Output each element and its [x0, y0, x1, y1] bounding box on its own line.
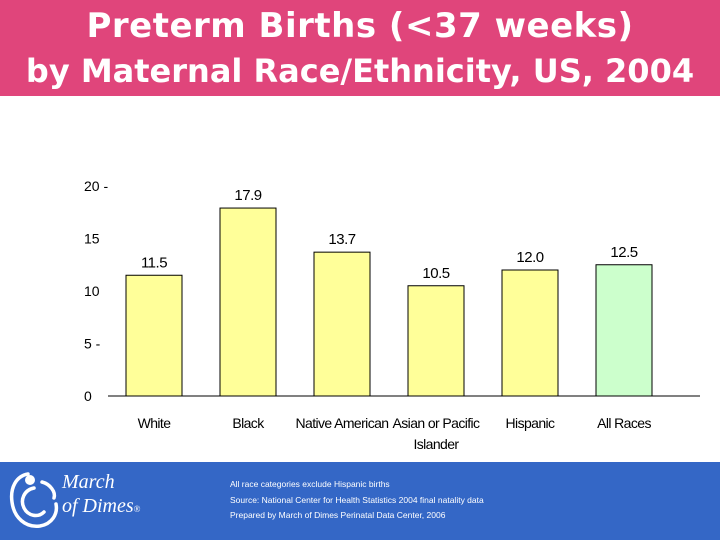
bar-chart: 0 5 - 10 15 20 - 11.5 White 17.9 Black 13.7 Native…: [84, 178, 700, 452]
bar: [219, 207, 277, 397]
y-tick-label: 10: [84, 283, 100, 299]
category-label: Native American: [296, 415, 389, 431]
note-exclusion: All race categories exclude Hispanic bir…: [230, 479, 390, 489]
y-tick-label: 15: [84, 231, 100, 247]
category-label: Black: [232, 415, 265, 431]
y-tick-label: 5 -: [84, 336, 101, 352]
category-label: Islander: [413, 436, 459, 452]
category-label: Hispanic: [506, 415, 555, 431]
bar-value-label: 17.9: [234, 187, 261, 204]
bar-value-label: 12.5: [610, 244, 637, 261]
category-label: All Races: [597, 415, 651, 431]
bar: [313, 251, 371, 397]
bar-value-label: 13.7: [328, 231, 355, 248]
march-of-dimes-logo-icon: [9, 472, 59, 528]
bar-value-label: 10.5: [422, 265, 449, 282]
bar: [501, 269, 559, 397]
note-source: Source: National Center for Health Stati…: [230, 494, 484, 505]
logo-line-1: March: [62, 471, 115, 493]
footer-notes: All race categories exclude Hispanic bir…: [230, 477, 484, 524]
bar: [407, 285, 465, 397]
logo-line-2: of Dimes: [62, 495, 134, 517]
bar: [595, 264, 653, 397]
y-tick-label: 0: [84, 388, 92, 404]
category-label: White: [138, 415, 172, 431]
chart-bars: [125, 207, 653, 397]
bar-value-label: 11.5: [141, 254, 167, 271]
category-label: Asian or Pacific: [393, 415, 480, 431]
chart-subtitle: by Maternal Race/Ethnicity, US, 2004: [25, 52, 695, 90]
bar-value-label: 12.0: [516, 249, 543, 266]
logo-wordmark: March of Dimes®: [62, 470, 141, 521]
title-banner: Preterm Births (<37 weeks) by Maternal R…: [0, 0, 720, 96]
bar: [125, 274, 183, 397]
chart-labels: 0 5 - 10 15 20 - 11.5 White 17.9 Black 13.7 Native…: [84, 178, 652, 452]
chart-title: Preterm Births (<37 weeks): [86, 6, 634, 46]
note-prepared-by: Prepared by March of Dimes Perinatal Dat…: [230, 510, 446, 520]
y-tick-label: 20 -: [84, 178, 108, 194]
logo-registered-mark: ®: [133, 504, 141, 514]
footer-bar: March of Dimes® All race categories excl…: [0, 462, 720, 540]
